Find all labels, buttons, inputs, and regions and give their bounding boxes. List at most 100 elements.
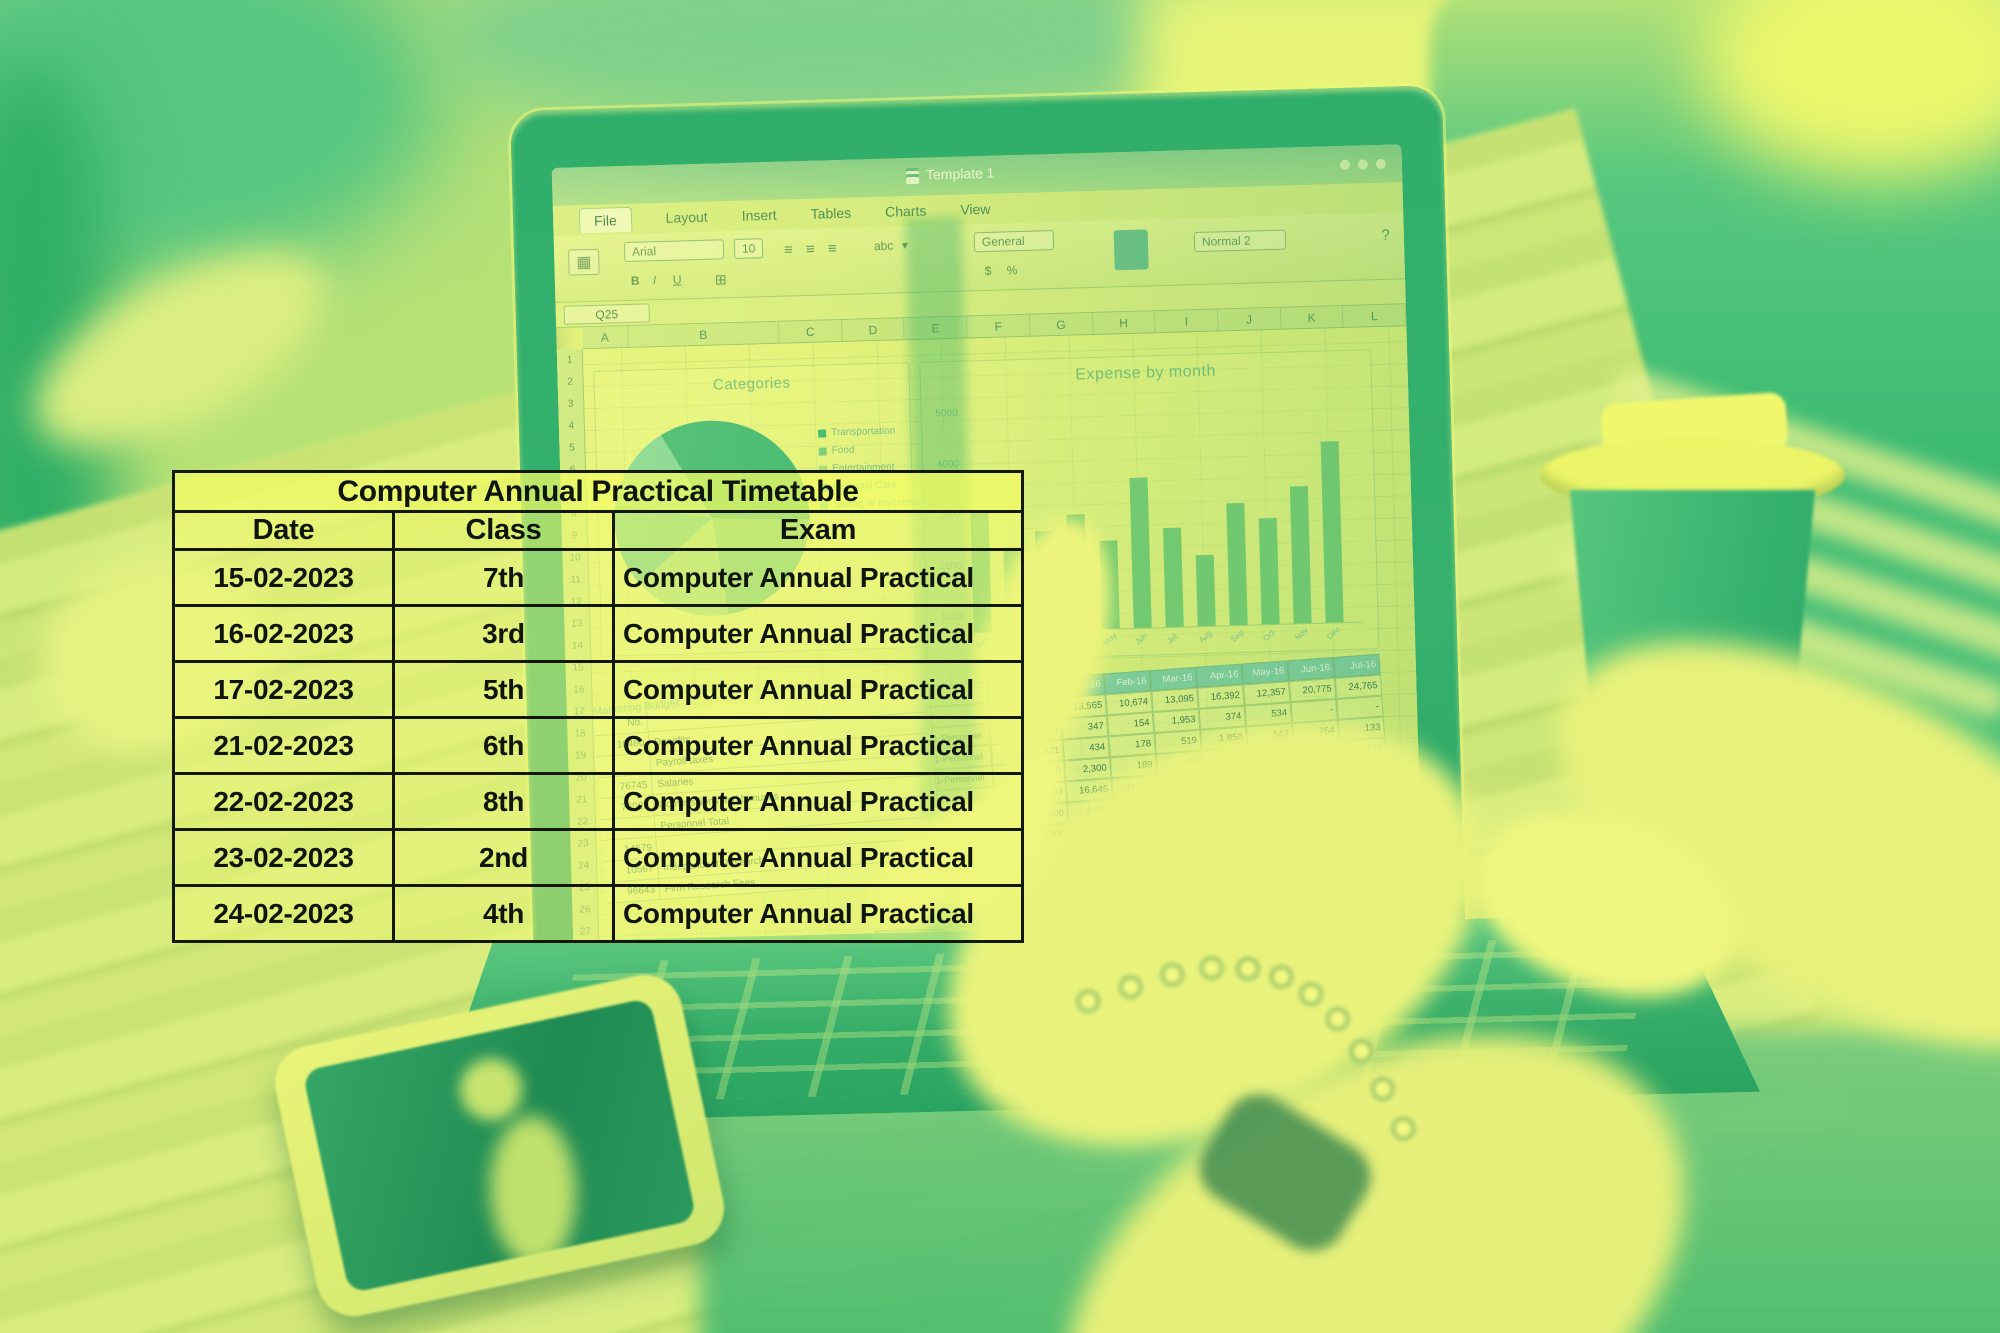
bracelet-bead bbox=[1265, 961, 1298, 993]
row-number: 1 bbox=[566, 354, 573, 366]
x-axis-label: Jul bbox=[1165, 632, 1179, 646]
window-title: Template 1 bbox=[925, 164, 995, 183]
document-icon bbox=[905, 167, 920, 185]
timetable-exam: Computer Annual Practical bbox=[612, 660, 1024, 719]
bracelet-bead bbox=[1115, 971, 1147, 1003]
timetable-header-exam: Exam bbox=[612, 510, 1024, 551]
x-axis-label: Dec bbox=[1325, 625, 1342, 642]
bold-icon: B bbox=[630, 273, 640, 288]
timetable-row: 21-02-2023 6th Computer Annual Practical bbox=[172, 716, 1024, 775]
timetable-row: 23-02-2023 2nd Computer Annual Practical bbox=[172, 828, 1024, 887]
cell-style-select: Normal 2 bbox=[1193, 229, 1287, 253]
timetable-class: 6th bbox=[392, 716, 615, 775]
timetable-date: 22-02-2023 bbox=[172, 772, 395, 831]
timetable-class: 2nd bbox=[392, 828, 615, 887]
window-control-icon bbox=[1357, 159, 1369, 170]
timetable-class: 7th bbox=[392, 548, 615, 607]
wrap-text-icon: abc bbox=[873, 238, 894, 254]
column-header: I bbox=[1155, 309, 1219, 333]
column-header: H bbox=[1092, 311, 1156, 334]
column-header: D bbox=[841, 318, 906, 341]
align-right-icon: ≡ bbox=[827, 240, 838, 258]
timetable-exam: Computer Annual Practical bbox=[612, 716, 1024, 775]
column-header: J bbox=[1217, 307, 1282, 331]
timetable-exam: Computer Annual Practical bbox=[612, 884, 1024, 943]
row-number: 4 bbox=[568, 420, 575, 432]
column-header: C bbox=[779, 320, 843, 343]
timetable-row: 24-02-2023 4th Computer Annual Practical bbox=[172, 884, 1024, 943]
bar bbox=[1195, 554, 1216, 627]
menu-tab-view: View bbox=[960, 200, 991, 218]
legend-swatch bbox=[818, 446, 827, 456]
timetable-class: 8th bbox=[392, 772, 615, 831]
timetable-row: 16-02-2023 3rd Computer Annual Practical bbox=[172, 604, 1024, 663]
timetable-exam: Computer Annual Practical bbox=[612, 772, 1024, 831]
bar bbox=[1289, 486, 1312, 624]
menu-tab-insert: Insert bbox=[741, 206, 777, 224]
x-axis-label: Oct bbox=[1261, 627, 1277, 643]
timetable-class: 5th bbox=[392, 660, 615, 719]
menu-tab-tables: Tables bbox=[810, 204, 852, 222]
conditional-formatting-icon bbox=[1113, 229, 1149, 271]
currency-icon: $ bbox=[984, 263, 992, 278]
bracelet-bead bbox=[1195, 952, 1228, 984]
column-header: L bbox=[1343, 304, 1407, 327]
legend-swatch bbox=[818, 428, 827, 438]
legend-label: Transportation bbox=[831, 425, 896, 439]
timetable-class: 4th bbox=[392, 884, 615, 943]
window-controls bbox=[1339, 158, 1387, 171]
percent-icon: % bbox=[1006, 263, 1018, 278]
pie-chart-title: Categories bbox=[712, 374, 791, 394]
timetable-date: 17-02-2023 bbox=[172, 660, 395, 719]
row-number: 2 bbox=[567, 376, 574, 388]
x-axis-label: Jun bbox=[1133, 631, 1149, 647]
legend-label: Food bbox=[831, 444, 855, 457]
timetable-date: 24-02-2023 bbox=[172, 884, 395, 943]
timetable-row: 17-02-2023 5th Computer Annual Practical bbox=[172, 660, 1024, 719]
smartphone-screen bbox=[302, 997, 697, 1294]
timetable-date: 16-02-2023 bbox=[172, 604, 395, 663]
bar bbox=[1162, 527, 1184, 628]
timetable-header-class: Class bbox=[392, 510, 615, 551]
menu-tab-file: File bbox=[578, 206, 633, 233]
column-header: F bbox=[967, 314, 1031, 338]
timetable-header-date: Date bbox=[172, 510, 395, 551]
phone-reflection bbox=[454, 1052, 528, 1127]
paste-icon: ▦ bbox=[567, 248, 600, 276]
window-control-icon bbox=[1339, 159, 1351, 171]
bracelet-bead bbox=[1156, 959, 1188, 991]
align-left-icon: ≡ bbox=[783, 241, 794, 259]
phone-reflection bbox=[487, 1114, 579, 1268]
bar bbox=[1226, 503, 1248, 626]
bracelet-bead bbox=[1387, 1112, 1420, 1145]
column-header: K bbox=[1280, 305, 1344, 329]
timetable-title: Computer Annual Practical Timetable bbox=[172, 470, 1024, 513]
timetable-row: 22-02-2023 8th Computer Annual Practical bbox=[172, 772, 1024, 831]
window-control-icon bbox=[1375, 158, 1387, 170]
column-header: G bbox=[1029, 312, 1094, 336]
column-header: A bbox=[582, 325, 629, 349]
bracelet-bead bbox=[1345, 1035, 1377, 1067]
font-name-select: Arial bbox=[623, 239, 725, 263]
timetable-date: 15-02-2023 bbox=[172, 548, 395, 607]
x-axis-label: Nov bbox=[1293, 625, 1310, 643]
column-header: B bbox=[627, 321, 780, 347]
timetable-date: 21-02-2023 bbox=[172, 716, 395, 775]
italic-icon: I bbox=[652, 273, 657, 288]
timetable-exam: Computer Annual Practical bbox=[612, 548, 1024, 607]
x-axis-label: Sep bbox=[1229, 627, 1246, 644]
bar bbox=[1258, 517, 1280, 625]
timetable: Computer Annual Practical Timetable Date… bbox=[172, 470, 1024, 943]
timetable-exam: Computer Annual Practical bbox=[612, 828, 1024, 887]
row-number: 5 bbox=[569, 442, 575, 454]
bracelet-bead bbox=[1322, 1003, 1354, 1035]
cell-name-box: Q25 bbox=[563, 303, 651, 325]
row-number: 3 bbox=[567, 398, 574, 410]
bar-chart-title: Expense by month bbox=[1075, 362, 1217, 384]
timetable-date: 23-02-2023 bbox=[172, 828, 395, 887]
bracelet-bead bbox=[1367, 1073, 1399, 1105]
bracelet-bead bbox=[1232, 952, 1264, 985]
timetable-exam: Computer Annual Practical bbox=[612, 604, 1024, 663]
bar bbox=[1129, 477, 1152, 628]
